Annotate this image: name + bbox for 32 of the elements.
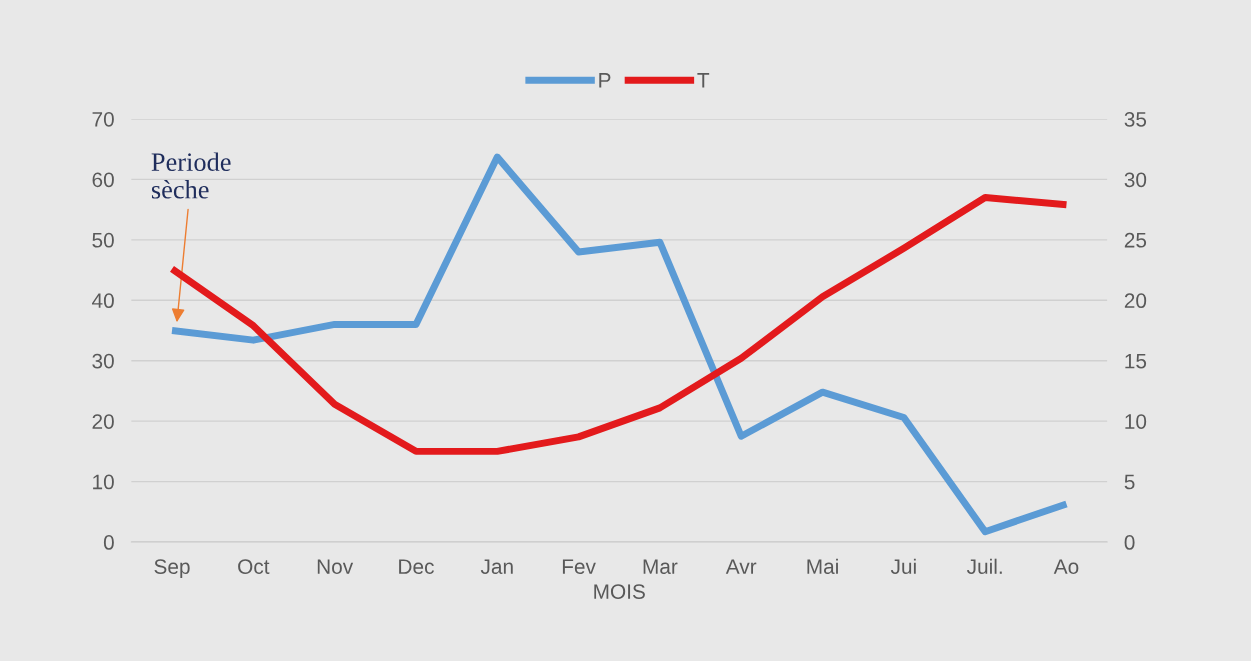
y-tick-label: 60 [92,172,114,188]
y2-tick-label: 25 [1124,232,1147,248]
y-tick-label: 50 [92,232,114,248]
annotation: Periode sèche [151,152,231,199]
x-axis-title: MOIS [594,584,645,599]
y2-tick-label: 20 [1124,293,1147,309]
x-tick-label: Juil. [966,558,1002,574]
x-tick-label: Fev [562,559,596,574]
x-tick-label: Sep [154,559,190,579]
x-tick-label: Dec [399,559,434,574]
y-tick-label: 40 [92,293,114,309]
y-tick-label: 20 [92,414,114,429]
y-tick-label: 70 [92,111,114,127]
y2-tick-label: 35 [1124,111,1147,127]
y2-tick-label: 5 [1124,474,1135,490]
y2-tick-label: 15 [1125,353,1147,369]
x-tick-label: Oct [238,559,270,574]
x-tick-label: Jan [480,559,513,574]
x-tick-label: Jui [890,558,916,574]
y-tick-label: 10 [93,474,114,490]
x-tick-label: Avr [725,559,757,574]
y2-tick-label: 0 [1124,535,1135,550]
x-tick-label: Nov [317,559,354,574]
y-tick-label: 30 [92,353,114,369]
x-tick-label: Mar [643,559,678,574]
y2-tick-label: 10 [1125,414,1147,429]
y2-tick-label: 30 [1124,172,1147,188]
y-tick-label: 0 [103,535,114,550]
legend-label: P [599,73,611,88]
legend-label: T [697,73,710,88]
x-tick-label: Mai [807,558,838,574]
x-tick-label: Ao [1053,559,1079,574]
